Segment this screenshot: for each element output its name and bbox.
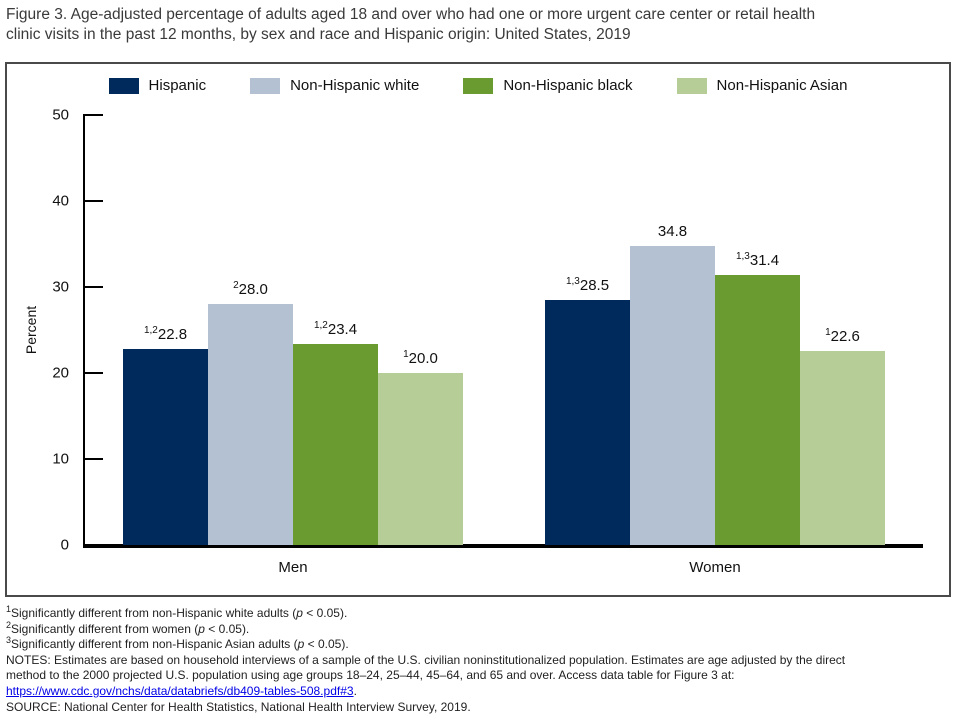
footnote-2-text: Significantly different from women ( xyxy=(11,621,199,636)
bar-value-label: 1,328.5 xyxy=(565,275,610,294)
footnote-1-tail: < 0.05). xyxy=(302,606,348,620)
bar-group-women: 1,328.5 34.8 1,331.4 122.6 xyxy=(545,115,885,545)
footnote-1-superscript: 1 xyxy=(6,604,12,614)
x-axis-line xyxy=(83,544,923,548)
bar-value-label: 122.6 xyxy=(825,326,860,345)
data-table-link[interactable]: https://www.cdc.gov/nchs/data/databriefs… xyxy=(6,683,354,698)
bar-men-non-hispanic-white xyxy=(208,304,293,545)
footnote-2-tail: < 0.05). xyxy=(204,621,250,636)
footnote-1-p: p xyxy=(296,606,303,620)
bar-value-label: 1,223.4 xyxy=(313,319,358,338)
legend-label: Non-Hispanic white xyxy=(290,77,420,94)
bar-value-label: 1,222.8 xyxy=(143,324,188,343)
legend-item-hispanic: Hispanic xyxy=(108,77,207,94)
legend-item-non-hispanic-asian: Non-Hispanic Asian xyxy=(676,77,848,94)
footnote-1-text: Significantly different from non-Hispani… xyxy=(11,606,297,620)
bar-men-non-hispanic-asian xyxy=(378,373,463,545)
y-tick-mark xyxy=(85,200,103,202)
x-category-label-men: Men xyxy=(278,559,308,576)
figure-title-line2: clinic visits in the past 12 months, by … xyxy=(6,26,631,43)
bar-group-men: 1,222.8 228.0 1,223.4 120.0 xyxy=(123,115,463,545)
plot-area: Percent 0 10 20 30 40 50 1,222.8 228.0 1,223.4 12… xyxy=(23,107,923,576)
legend-item-non-hispanic-white: Non-Hispanic white xyxy=(250,77,419,94)
footnote-3-superscript: 3 xyxy=(6,635,12,646)
y-axis-title: Percent xyxy=(23,305,39,355)
y-tick-mark xyxy=(85,286,103,288)
bar-label-superscript: 1,3 xyxy=(735,250,750,262)
y-tick-label: 30 xyxy=(52,278,69,296)
figure-title-line1: Figure 3. Age-adjusted percentage of adu… xyxy=(6,6,816,23)
bar-label-superscript: 2 xyxy=(233,280,239,292)
y-tick-label: 20 xyxy=(52,364,69,382)
y-tick-label: 40 xyxy=(52,192,69,210)
footnote-3-tail: < 0.05). xyxy=(304,637,349,652)
bar-value-label: 1,331.4 xyxy=(735,250,780,269)
bar-women-non-hispanic-black xyxy=(715,274,800,545)
y-tick-label: 10 xyxy=(52,450,69,468)
bar-label-superscript: 1 xyxy=(403,349,409,360)
legend-item-non-hispanic-black: Non-Hispanic black xyxy=(463,77,633,94)
y-tick-mark xyxy=(85,458,103,460)
y-tick-mark xyxy=(85,372,103,374)
y-tick-mark xyxy=(85,114,103,116)
legend-label: Non-Hispanic Asian xyxy=(716,77,848,94)
y-axis-line xyxy=(83,114,85,547)
footnote-3-text: Significantly different from non-Hispani… xyxy=(11,637,298,652)
chart-frame: Hispanic Non-Hispanic white Non-Hispanic b… xyxy=(5,62,951,597)
chart-legend: Hispanic Non-Hispanic white Non-Hispanic b… xyxy=(7,77,949,94)
footnote-3-p: p xyxy=(297,637,305,652)
source-line: SOURCE: National Center for Health Stati… xyxy=(6,699,471,714)
bar-label-superscript: 1,3 xyxy=(565,275,580,287)
legend-swatch-non-hispanic-asian xyxy=(676,77,707,94)
footnotes: 1Significantly different from non-Hispan… xyxy=(6,604,954,715)
footnote-2: 2Significantly different from women (p <… xyxy=(6,619,954,638)
notes-line1: NOTES: Estimates are based on household … xyxy=(6,652,846,667)
bar-label-superscript: 1,2 xyxy=(143,324,158,336)
footnote-3: 3Significantly different from non-Hispan… xyxy=(6,635,954,653)
footnote-2-p: p xyxy=(198,621,205,636)
legend-swatch-non-hispanic-white xyxy=(250,77,281,94)
bar-value-label: 120.0 xyxy=(403,349,438,367)
x-category-label-women: Women xyxy=(689,559,741,576)
bar-women-non-hispanic-white xyxy=(630,245,715,545)
bar-men-hispanic xyxy=(123,348,208,545)
bar-women-hispanic xyxy=(545,299,630,545)
figure-title: Figure 3. Age-adjusted percentage of adu… xyxy=(6,5,954,45)
bar-label-superscript: 1,2 xyxy=(313,319,328,331)
footnote-1: 1Significantly different from non-Hispan… xyxy=(6,604,954,622)
legend-label: Non-Hispanic black xyxy=(503,77,633,94)
notes-line2: method to the 2000 projected U.S. popula… xyxy=(6,668,735,683)
footnote-2-superscript: 2 xyxy=(6,619,12,630)
bar-label-superscript: 1 xyxy=(825,326,831,338)
bar-value-label: 34.8 xyxy=(657,222,688,240)
notes-link-suffix: . xyxy=(353,683,357,698)
legend-swatch-non-hispanic-black xyxy=(463,77,494,94)
bar-value-label: 228.0 xyxy=(233,280,268,299)
notes-link-line: https://www.cdc.gov/nchs/data/databriefs… xyxy=(6,684,954,700)
legend-swatch-hispanic xyxy=(108,77,139,94)
y-tick-label: 0 xyxy=(60,536,69,554)
bar-men-non-hispanic-black xyxy=(293,343,378,545)
legend-label: Hispanic xyxy=(148,77,207,94)
bar-women-non-hispanic-asian xyxy=(800,350,885,545)
y-tick-label: 50 xyxy=(52,106,69,124)
